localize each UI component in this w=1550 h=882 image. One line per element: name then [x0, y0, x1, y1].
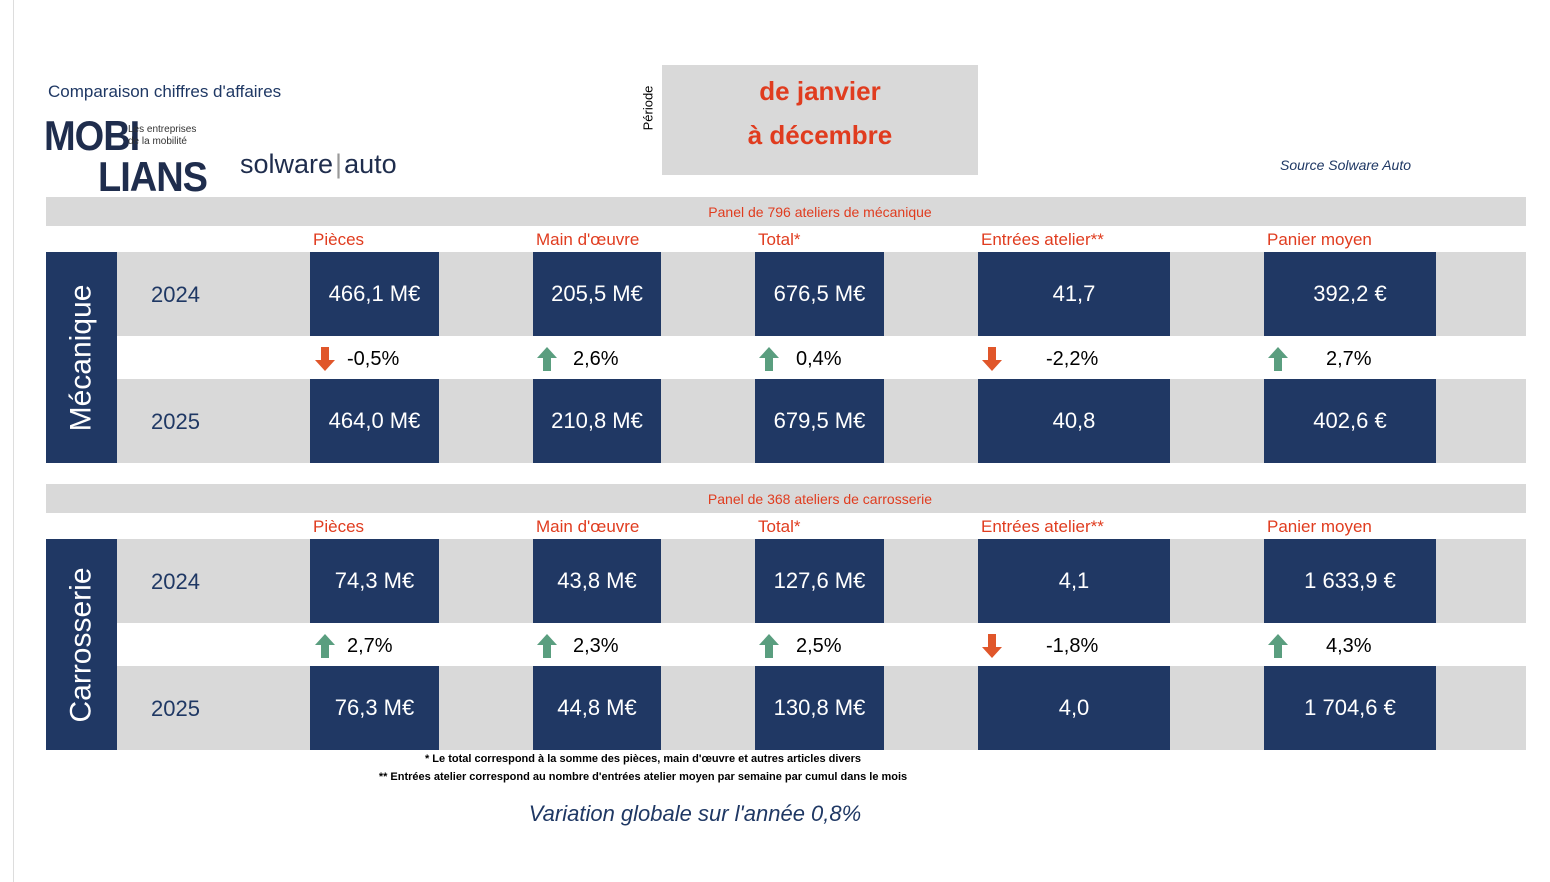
- trend-arrow: [758, 633, 780, 659]
- trend-arrow: [314, 633, 336, 659]
- value-box: 464,0 M€: [310, 379, 439, 463]
- partner-right: auto: [344, 149, 397, 179]
- side-block: Mécanique: [46, 252, 117, 463]
- value-box: 41,7: [978, 252, 1170, 336]
- arrow-down: [982, 347, 1002, 371]
- column-header: Pièces: [313, 517, 365, 536]
- panel-band: [46, 197, 1526, 226]
- footnote: * Le total correspond à la somme des piè…: [424, 753, 862, 765]
- arrow-up: [1268, 347, 1288, 371]
- side-label: Mécanique: [64, 284, 98, 431]
- variation: 2,7%: [347, 635, 393, 657]
- trend-arrow: [536, 346, 558, 372]
- period-label: Période: [640, 85, 656, 131]
- trend-arrow: [981, 346, 1003, 372]
- arrow-up: [315, 634, 335, 658]
- value-box: 130,8 M€: [755, 666, 884, 750]
- source: Source Solware Auto: [1280, 157, 1411, 173]
- value-box: 1 633,9 €: [1264, 539, 1436, 623]
- value-box: 210,8 M€: [533, 379, 661, 463]
- value-box: 1 704,6 €: [1264, 666, 1436, 750]
- year: 2024: [151, 569, 200, 594]
- column-header: Main d'œuvre: [536, 517, 640, 536]
- variation: 0,4%: [796, 348, 842, 370]
- column-header: Total*: [758, 517, 801, 536]
- column-header: Total*: [758, 230, 801, 249]
- partner-logo: solware|auto: [240, 149, 397, 179]
- variation: 2,6%: [573, 348, 619, 370]
- value-box: 44,8 M€: [533, 666, 661, 750]
- variation: -2,2%: [1046, 348, 1099, 370]
- trend-arrow: [981, 633, 1003, 659]
- logo-mobi: MOBI: [44, 113, 140, 161]
- trend-arrow: [314, 346, 336, 372]
- value-box: 4,0: [978, 666, 1170, 750]
- trend-arrow: [1267, 633, 1289, 659]
- value-box: 43,8 M€: [533, 539, 661, 623]
- value-box: 40,8: [978, 379, 1170, 463]
- column-header: Entrées atelier**: [981, 230, 1104, 249]
- footnote: ** Entrées atelier correspond au nombre …: [378, 771, 908, 783]
- value-box: 679,5 M€: [755, 379, 884, 463]
- variation: 2,3%: [573, 635, 619, 657]
- panel-band: [46, 484, 1526, 513]
- column-header: Pièces: [313, 230, 365, 249]
- value-box: 676,5 M€: [755, 252, 884, 336]
- period-box: [662, 65, 978, 175]
- partner-left: solware: [240, 149, 334, 179]
- arrow-up: [1268, 634, 1288, 658]
- period: à décembre: [747, 120, 893, 150]
- column-header: Main d'œuvre: [536, 230, 640, 249]
- value-box: 205,5 M€: [533, 252, 661, 336]
- panel-title: Panel de 796 ateliers de mécanique: [708, 204, 932, 220]
- trend-arrow: [1267, 346, 1289, 372]
- arrow-up: [537, 347, 557, 371]
- value-box: 74,3 M€: [310, 539, 439, 623]
- variation: 2,5%: [796, 635, 842, 657]
- arrow-down: [982, 634, 1002, 658]
- value-box: 76,3 M€: [310, 666, 439, 750]
- arrow-up: [759, 634, 779, 658]
- logo-tagline: de la mobilité: [128, 136, 187, 147]
- arrow-down: [315, 347, 335, 371]
- variation: -0,5%: [347, 348, 400, 370]
- variation: 2,7%: [1326, 348, 1372, 370]
- variation: -1,8%: [1046, 635, 1099, 657]
- value-box: 4,1: [978, 539, 1170, 623]
- value-box: 392,2 €: [1264, 252, 1436, 336]
- year: 2025: [151, 696, 200, 721]
- border: [13, 0, 14, 882]
- logo-lians: LIANS: [98, 154, 208, 202]
- variation: 4,3%: [1326, 635, 1372, 657]
- year: 2025: [151, 409, 200, 434]
- panel-title: Panel de 368 ateliers de carrosserie: [707, 491, 933, 507]
- period: de janvier: [759, 76, 881, 106]
- year: 2024: [151, 282, 200, 307]
- column-header: Panier moyen: [1267, 517, 1372, 536]
- value-box: 402,6 €: [1264, 379, 1436, 463]
- title: Comparaison chiffres d'affaires: [48, 82, 282, 101]
- value-box: 466,1 M€: [310, 252, 439, 336]
- value-box: 127,6 M€: [755, 539, 884, 623]
- trend-arrow: [536, 633, 558, 659]
- logo-tagline: Les entreprises: [128, 124, 197, 135]
- side-block: Carrosserie: [46, 539, 117, 750]
- column-header: Entrées atelier**: [981, 517, 1104, 536]
- summary: Variation globale sur l'année 0,8%: [528, 801, 862, 826]
- column-header: Panier moyen: [1267, 230, 1372, 249]
- arrow-up: [759, 347, 779, 371]
- trend-arrow: [758, 346, 780, 372]
- arrow-up: [537, 634, 557, 658]
- side-label: Carrosserie: [64, 566, 98, 723]
